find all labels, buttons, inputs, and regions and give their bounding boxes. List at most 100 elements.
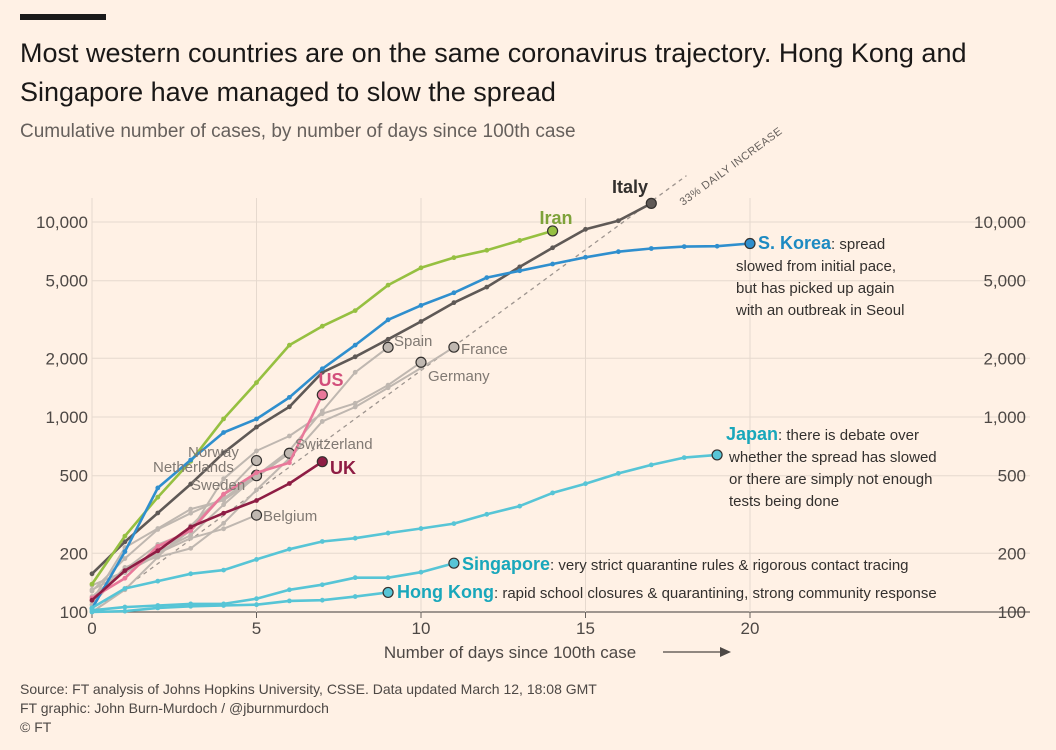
- end-point-belgium: [250, 509, 263, 521]
- data-point-italy: [89, 571, 95, 577]
- data-point-hong-kong: [221, 603, 227, 608]
- series-label-s-korea: S. Korea: spread: [758, 233, 885, 253]
- data-point-s-korea: [648, 246, 654, 251]
- end-point-singapore: [448, 557, 460, 569]
- series-label-france: France: [461, 341, 508, 358]
- data-point-italy: [550, 245, 555, 251]
- data-point-singapore: [319, 582, 325, 588]
- series-label-singapore: Singapore: very strict quarantine rules …: [462, 554, 909, 574]
- series-name-germany: Germany: [428, 368, 490, 385]
- data-point-hong-kong: [287, 598, 292, 604]
- data-point-netherlands: [155, 527, 161, 532]
- y-tick-label-left: 5,000: [45, 272, 88, 291]
- data-point-us: [122, 575, 128, 581]
- data-point-s-korea: [155, 485, 161, 491]
- data-point-s-korea: [484, 275, 490, 281]
- x-tick-label: 15: [576, 619, 595, 638]
- series-line-japan: [90, 453, 719, 610]
- data-point-germany: [352, 400, 358, 406]
- data-point-singapore: [385, 575, 391, 581]
- data-point-japan: [122, 586, 128, 591]
- data-point-italy: [385, 336, 391, 342]
- series-line-uk: [90, 460, 324, 602]
- data-point-italy: [418, 319, 424, 324]
- data-point-s-korea: [616, 249, 621, 255]
- end-point-hong-kong: [382, 586, 394, 599]
- data-point-s-korea: [418, 302, 424, 308]
- series-label-germany: Germany: [428, 368, 490, 385]
- end-point-france: [448, 341, 460, 353]
- series-label-italy: Italy: [612, 177, 648, 197]
- data-point-uk: [188, 524, 194, 530]
- data-point-s-korea: [287, 394, 292, 400]
- data-point-belgium: [221, 526, 227, 532]
- y-tick-label-right: 1,000: [983, 408, 1026, 427]
- series-label-sweden: Sweden: [191, 477, 245, 494]
- data-point-hong-kong: [188, 603, 194, 609]
- reference-line-path: [91, 175, 687, 613]
- data-point-france: [254, 487, 259, 493]
- series-line-singapore: [90, 561, 456, 612]
- data-point-japan: [418, 526, 424, 531]
- series-name-iran: Iran: [539, 208, 572, 228]
- series-label-hong-kong: Hong Kong: rapid school closures & quara…: [397, 582, 937, 602]
- y-tick-label-left: 10,000: [36, 213, 88, 232]
- data-point-belgium: [188, 535, 194, 541]
- data-point-germany: [287, 433, 292, 439]
- y-tick-label-right: 100: [998, 603, 1026, 622]
- data-point-france: [319, 419, 325, 424]
- series-label-netherlands: Netherlands: [153, 459, 234, 476]
- data-point-japan: [188, 571, 194, 577]
- data-point-uk: [155, 548, 161, 554]
- y-tick-label-left: 2,000: [45, 349, 88, 368]
- series-name-spain: Spain: [394, 333, 432, 350]
- data-point-s-korea: [385, 317, 391, 323]
- series-annotation-hong-kong: : rapid school closures & quarantining, …: [494, 585, 937, 602]
- y-tick-label-left: 1,000: [45, 408, 88, 427]
- data-point-italy: [352, 354, 358, 360]
- series-label-switzerland: Switzerland: [295, 436, 373, 453]
- data-point-japan: [583, 481, 588, 487]
- data-point-singapore: [122, 604, 128, 610]
- data-point-s-korea: [122, 549, 128, 555]
- data-point-italy: [188, 481, 194, 487]
- series-annotation-line-japan: tests being done: [729, 493, 839, 510]
- data-point-japan: [484, 511, 490, 517]
- data-point-italy: [484, 284, 490, 290]
- series-annotation-line-japan: whether the spread has slowed: [728, 449, 937, 466]
- data-point-italy: [287, 404, 292, 410]
- data-point-iran: [418, 265, 424, 271]
- data-point-italy: [616, 218, 621, 224]
- data-point-iran: [385, 282, 391, 288]
- data-point-japan: [254, 557, 259, 562]
- data-point-japan: [550, 490, 555, 496]
- end-point-norway: [250, 454, 263, 467]
- y-tick-label-right: 10,000: [974, 213, 1026, 232]
- data-point-s-korea: [681, 244, 687, 250]
- data-point-iran: [254, 380, 259, 386]
- chart-title: Most western countries are on the same c…: [20, 38, 967, 107]
- data-point-iran: [484, 247, 490, 253]
- data-point-hong-kong: [122, 608, 128, 614]
- x-axis-arrow-head: [720, 647, 731, 657]
- data-point-s-korea: [319, 366, 325, 372]
- end-point-spain: [382, 341, 394, 353]
- data-point-s-korea: [550, 261, 555, 267]
- series-label-spain: Spain: [394, 333, 432, 350]
- data-point-switzerland: [188, 506, 194, 512]
- end-point-italy: [645, 197, 657, 209]
- x-tick-label: 20: [741, 619, 760, 638]
- data-point-france: [221, 520, 227, 526]
- data-point-italy: [451, 300, 457, 306]
- data-point-us: [254, 470, 259, 476]
- data-point-japan: [385, 530, 391, 536]
- data-point-germany: [319, 411, 325, 417]
- data-point-france: [188, 545, 194, 551]
- data-point-iran: [352, 308, 358, 313]
- data-point-us: [155, 543, 161, 549]
- data-point-s-korea: [517, 268, 523, 274]
- data-point-japan: [648, 462, 654, 468]
- data-point-germany: [385, 382, 391, 388]
- gridlines: [91, 198, 1030, 613]
